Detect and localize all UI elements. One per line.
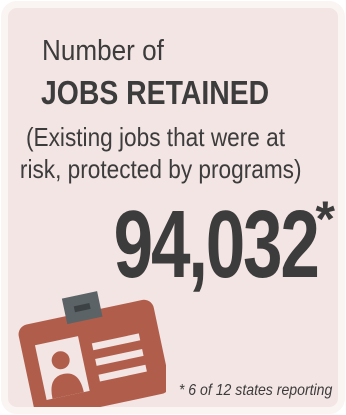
heading-line-1: Number of	[42, 35, 164, 67]
id-badge-icon	[18, 291, 166, 407]
value-asterisk: *	[315, 191, 335, 247]
description-line-1: (Existing jobs that were at	[26, 122, 286, 152]
badge-clip-slot	[73, 303, 91, 313]
heading-line-2: JOBS RETAINED	[41, 74, 270, 111]
badge-photo-shoulders	[51, 373, 84, 399]
badge-line-2	[95, 349, 144, 366]
badge-photo-head	[51, 351, 70, 370]
footnote: * 6 of 12 states reporting	[178, 382, 332, 399]
description: (Existing jobs that were at risk, protec…	[20, 121, 302, 185]
badge-line-1	[91, 333, 141, 351]
description-line-2: risk, protected by programs)	[19, 154, 302, 184]
badge-line-3	[98, 364, 147, 382]
jobs-retained-value: 94,032	[114, 191, 320, 298]
